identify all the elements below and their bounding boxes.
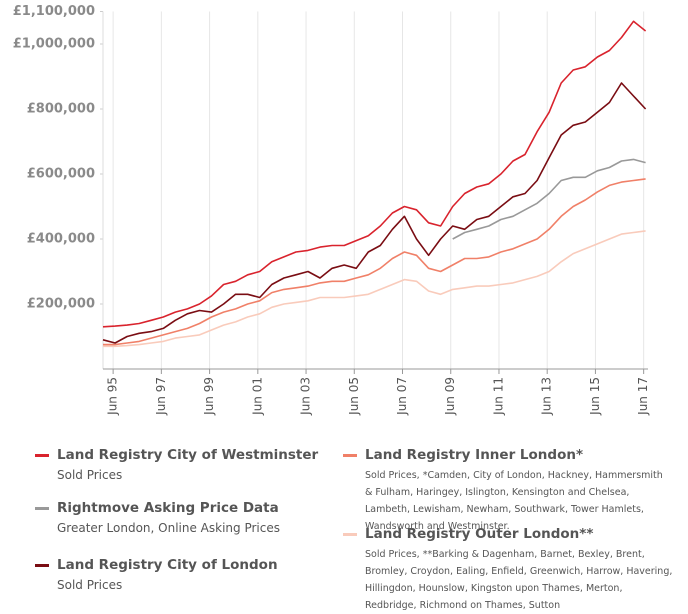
legend-name: Rightmove Asking Price Data — [57, 500, 279, 516]
x-tick-label: Jun 95 — [106, 377, 120, 416]
legend-description: Greater London, Online Asking Prices — [57, 521, 280, 535]
y-tick-label: £800,000 — [27, 102, 95, 117]
legend-name: Land Registry City of London — [57, 557, 278, 573]
legend-name: Land Registry Outer London** — [365, 526, 594, 542]
legend-item: Land Registry Outer London** Sold Prices,… — [343, 526, 673, 614]
series-line — [452, 158, 646, 240]
y-tick-label: £200,000 — [27, 297, 95, 312]
y-tick-label: £400,000 — [27, 232, 95, 247]
legend-item: Land Registry City of London Sold Prices — [35, 557, 355, 593]
y-tick-label: £600,000 — [27, 167, 95, 182]
series-line — [103, 230, 646, 348]
x-tick-label: Jun 15 — [588, 377, 602, 416]
legend-description: Sold Prices, *Camden, City of London, Ha… — [365, 470, 663, 532]
x-tick-label: Jun 07 — [395, 377, 409, 416]
legend-item: Land Registry City of Westminster Sold Pr… — [35, 447, 355, 483]
y-tick-label: £1,100,000 — [13, 4, 95, 19]
legend-swatch — [35, 507, 49, 510]
chart: Jun 95 Jun 97 Jun 99 Jun 01 Jun 03 Jun 05 Jun … — [13, 4, 650, 416]
y-tick-label: £1,000,000 — [13, 37, 95, 52]
legend-item: Rightmove Asking Price Data Greater Londo… — [35, 500, 355, 536]
x-tick-label: Jun 05 — [347, 377, 361, 416]
legend-description: Sold Prices, **Barking & Dagenham, Barne… — [365, 549, 673, 611]
x-tick-label: Jun 09 — [443, 377, 457, 416]
series-line — [102, 82, 647, 344]
legend-item: Land Registry Inner London* Sold Prices, … — [343, 447, 673, 535]
x-tick-label: Jun 17 — [636, 377, 650, 416]
x-tick-label: Jun 97 — [154, 377, 168, 416]
legend-swatch — [343, 454, 357, 457]
series-line — [102, 20, 647, 328]
x-tick-label: Jun 13 — [540, 377, 554, 416]
legend-description: Sold Prices — [57, 468, 123, 482]
x-tick-label: Jun 01 — [250, 377, 264, 416]
legend-description: Sold Prices — [57, 578, 123, 592]
x-tick-label: Jun 11 — [491, 377, 505, 416]
series-line — [103, 178, 646, 346]
legend-name: Land Registry Inner London* — [365, 447, 584, 463]
legend-swatch — [35, 454, 49, 457]
legend-name: Land Registry City of Westminster — [57, 447, 319, 463]
x-tick-label: Jun 99 — [202, 377, 216, 416]
x-tick-label: Jun 03 — [299, 377, 313, 416]
legend-swatch — [343, 533, 357, 536]
legend-swatch — [35, 564, 49, 567]
